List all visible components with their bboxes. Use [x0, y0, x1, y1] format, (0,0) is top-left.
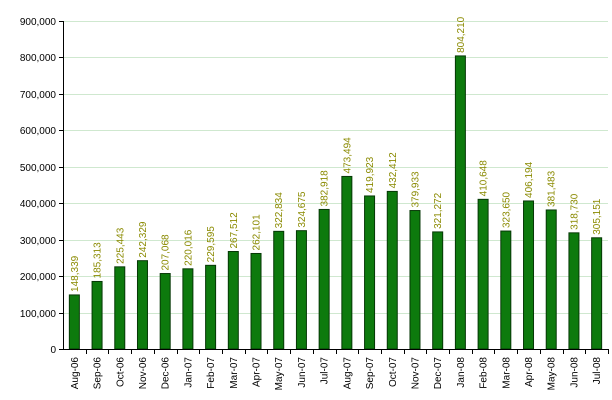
- data-label: 410,648: [479, 160, 490, 197]
- data-label: 321,272: [433, 192, 444, 229]
- data-label: 379,933: [410, 171, 421, 208]
- data-label: 220,016: [183, 229, 194, 266]
- x-tick-label: Nov-07: [410, 357, 421, 390]
- axes: [59, 21, 609, 354]
- data-label: 473,494: [342, 137, 353, 174]
- bar-jun-08: [568, 232, 580, 350]
- x-tick-label: Dec-06: [161, 357, 172, 390]
- data-label: 242,329: [138, 221, 149, 258]
- y-tick-label: 100,000: [20, 309, 57, 320]
- x-tick-label: Oct-07: [388, 357, 399, 387]
- x-tick-label: Feb-08: [479, 357, 490, 389]
- data-label: 322,834: [274, 192, 285, 229]
- data-label: 804,210: [456, 16, 467, 53]
- bar-dec-07: [432, 231, 444, 350]
- x-tick-label: Dec-07: [433, 357, 444, 390]
- bar-oct-06: [114, 266, 126, 350]
- data-label: 324,675: [297, 191, 308, 228]
- bar-aug-07: [341, 175, 353, 350]
- bar-apr-08: [523, 200, 535, 350]
- y-axis-tick-labels: 0 100,000 200,000 300,000 400,000 500,000 600,…: [20, 17, 57, 356]
- x-tick-label: Aug-06: [70, 357, 81, 390]
- bar-jan-07: [182, 268, 194, 350]
- bar-mar-07: [227, 251, 239, 350]
- bar-mar-08: [500, 230, 512, 350]
- y-tick-label: 0: [50, 345, 56, 356]
- x-tick-label: Jul-08: [592, 357, 603, 385]
- x-tick-label: Jan-07: [183, 357, 194, 388]
- x-tick-label: Sep-06: [93, 357, 104, 390]
- gridlines: [63, 21, 608, 314]
- data-label: 148,339: [70, 255, 81, 292]
- bar-feb-07: [205, 264, 217, 350]
- x-tick-label: Nov-06: [138, 357, 149, 390]
- bar-dec-06: [159, 273, 171, 350]
- bar-sep-07: [364, 195, 376, 350]
- data-label: 262,101: [252, 214, 263, 251]
- bar-may-07: [273, 230, 285, 350]
- bar-jul-08: [591, 237, 603, 350]
- bar-may-08: [545, 209, 557, 350]
- bar-jun-07: [295, 230, 307, 350]
- y-tick-label: 600,000: [20, 126, 57, 137]
- data-label: 318,730: [569, 193, 580, 230]
- data-label: 305,151: [592, 198, 603, 235]
- x-tick-label: Apr-07: [252, 357, 263, 387]
- data-label: 267,512: [229, 212, 240, 249]
- data-labels: 148,339 185,313 225,443 242,329 207,068 220,0…: [70, 16, 603, 292]
- bar-nov-07: [409, 210, 421, 350]
- x-tick-label: Jul-07: [320, 357, 331, 385]
- data-label: 323,650: [501, 191, 512, 228]
- bar-oct-07: [386, 190, 398, 350]
- data-label: 419,923: [365, 156, 376, 193]
- x-tick-label: Feb-07: [206, 357, 217, 389]
- data-label: 406,194: [524, 161, 535, 198]
- y-tick-label: 800,000: [20, 53, 57, 64]
- data-label: 381,483: [547, 170, 558, 207]
- data-label: 432,412: [388, 152, 399, 189]
- y-tick-label: 700,000: [20, 90, 57, 101]
- data-label: 207,068: [161, 234, 172, 271]
- y-tick-label: 900,000: [20, 17, 57, 28]
- bar-sep-06: [91, 280, 103, 350]
- bar-feb-08: [477, 198, 489, 350]
- bar-jul-07: [318, 208, 330, 350]
- bars: [68, 55, 603, 350]
- y-tick-label: 400,000: [20, 199, 57, 210]
- x-tick-label: Jan-08: [456, 357, 467, 388]
- x-tick-label: Mar-08: [501, 357, 512, 389]
- data-label: 185,313: [93, 242, 104, 279]
- x-tick-label: Jun-07: [297, 357, 308, 388]
- bar-jan-08: [454, 55, 466, 350]
- y-tick-label: 500,000: [20, 163, 57, 174]
- data-label: 229,595: [206, 226, 217, 263]
- x-tick-label: Jun-08: [569, 357, 580, 388]
- x-tick-label: Apr-08: [524, 357, 535, 387]
- data-label: 382,918: [320, 170, 331, 207]
- x-axis-tick-labels: Aug-06 Sep-06 Oct-06 Nov-06 Dec-06 Jan-07 Feb-…: [70, 357, 603, 391]
- y-tick-label: 300,000: [20, 236, 57, 247]
- x-tick-label: Sep-07: [365, 357, 376, 390]
- x-tick-label: Mar-07: [229, 357, 240, 389]
- x-tick-label: May-07: [274, 357, 285, 391]
- data-label: 225,443: [115, 227, 126, 264]
- x-tick-label: May-08: [547, 357, 558, 391]
- bar-aug-06: [68, 294, 80, 350]
- bar-apr-07: [250, 252, 262, 350]
- x-tick-label: Aug-07: [342, 357, 353, 390]
- y-tick-label: 200,000: [20, 272, 57, 283]
- x-tick-label: Oct-06: [115, 357, 126, 387]
- bar-nov-06: [136, 260, 148, 350]
